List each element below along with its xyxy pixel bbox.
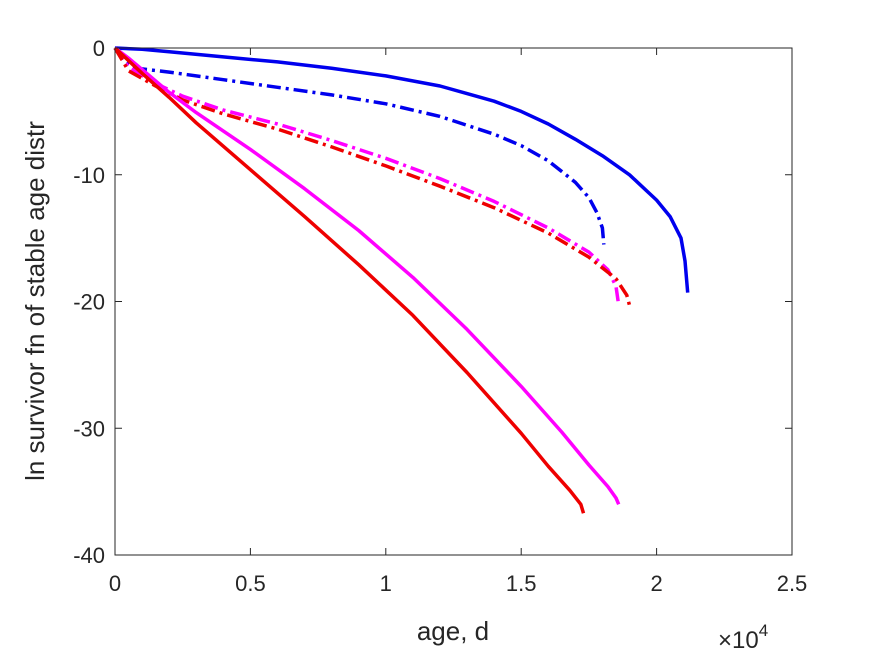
y-tick-label: -10: [73, 163, 105, 188]
x-tick-label: 1.5: [506, 571, 537, 596]
series-line-6: [113, 46, 586, 514]
x-tick-label: 2.5: [777, 571, 808, 596]
x-axis-ticks: 0 0.5 1 1.5 2 2.5: [109, 48, 807, 596]
y-axis-label: ln survivor fn of stable age distr: [20, 121, 50, 481]
y-axis-ticks: 0 -10 -20 -30 -40: [73, 36, 792, 568]
x-axis-label: age, d: [417, 616, 489, 646]
x-axis-exponent: ×104: [718, 621, 768, 654]
series-layer: [113, 46, 690, 514]
x-tick-label: 2: [650, 571, 662, 596]
y-tick-label: -20: [73, 290, 105, 315]
plot-background: [115, 48, 792, 555]
x-tick-label: 0.5: [235, 571, 266, 596]
x-tick-label: 0: [109, 571, 121, 596]
y-tick-label: 0: [93, 36, 105, 61]
series-line-1: [114, 46, 690, 293]
y-tick-label: -40: [73, 543, 105, 568]
y-tick-label: -30: [73, 416, 105, 441]
x-tick-label: 1: [380, 571, 392, 596]
series-line-5: [113, 46, 621, 505]
x-exponent-power: 4: [759, 621, 768, 640]
series-line-2: [113, 47, 606, 245]
x-exponent-prefix: ×10: [718, 627, 759, 654]
